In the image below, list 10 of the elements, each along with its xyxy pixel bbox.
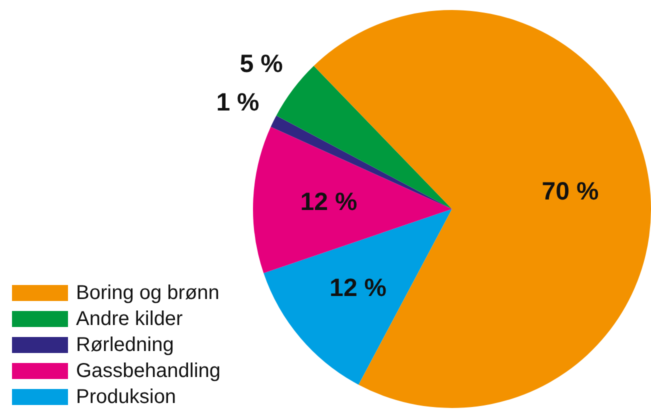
legend-label: Produksion xyxy=(76,385,176,410)
legend-label: Rørledning xyxy=(76,333,174,358)
legend-label: Gassbehandling xyxy=(76,359,221,384)
legend-label: Andre kilder xyxy=(76,307,183,332)
data-label: 5 % xyxy=(240,50,283,78)
data-label: 12 % xyxy=(330,274,387,302)
data-label: 70 % xyxy=(542,177,599,206)
legend-label: Boring og brønn xyxy=(76,281,220,306)
data-label: 1 % xyxy=(216,88,260,116)
data-label: 12 % xyxy=(300,188,358,216)
